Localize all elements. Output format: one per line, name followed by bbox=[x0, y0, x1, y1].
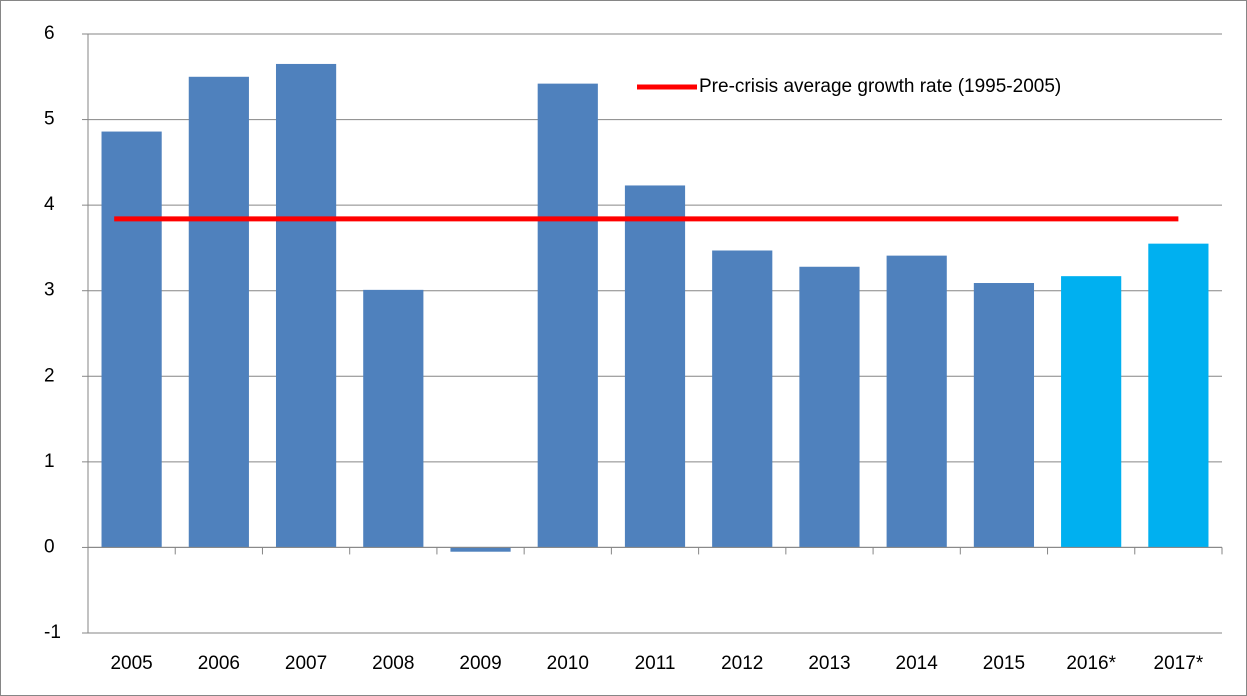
x-tick-label: 2005 bbox=[110, 653, 152, 674]
bar bbox=[1061, 276, 1122, 548]
x-tick-label: 2011 bbox=[635, 653, 676, 674]
bar bbox=[275, 63, 337, 548]
y-tick-label: 5 bbox=[44, 109, 55, 130]
bar bbox=[799, 266, 860, 548]
x-tick-label: 2009 bbox=[459, 653, 501, 674]
y-tick-label: 3 bbox=[44, 280, 55, 301]
bar bbox=[363, 289, 424, 548]
bar bbox=[188, 76, 249, 548]
x-tick-label: 2015 bbox=[983, 653, 1025, 674]
bar bbox=[537, 83, 598, 548]
bar bbox=[624, 185, 686, 548]
y-tick-label: -1 bbox=[44, 622, 61, 643]
x-tick-label: 2008 bbox=[372, 653, 414, 674]
y-tick-label: 4 bbox=[44, 194, 55, 215]
x-tick-label: 2014 bbox=[896, 653, 939, 674]
x-tick-label: 2017* bbox=[1154, 653, 1204, 674]
x-tick-label: 2006 bbox=[198, 653, 240, 674]
legend-label: Pre-crisis average growth rate (1995-200… bbox=[699, 76, 1061, 97]
x-tick-label: 2010 bbox=[547, 653, 589, 674]
bar bbox=[1148, 243, 1209, 548]
x-tick-label: 2012 bbox=[721, 653, 763, 674]
y-tick-label: 1 bbox=[44, 451, 55, 472]
bar bbox=[712, 250, 773, 548]
x-tick-label: 2007 bbox=[285, 653, 327, 674]
y-tick-label: 0 bbox=[44, 536, 55, 557]
bar bbox=[101, 131, 162, 548]
x-tick-label: 2016* bbox=[1066, 653, 1116, 674]
bar bbox=[886, 255, 947, 548]
y-tick-label: 6 bbox=[44, 23, 55, 44]
bar bbox=[450, 547, 511, 552]
y-tick-label: 2 bbox=[44, 365, 55, 386]
bar bbox=[973, 283, 1035, 548]
x-tick-label: 2013 bbox=[808, 653, 850, 674]
